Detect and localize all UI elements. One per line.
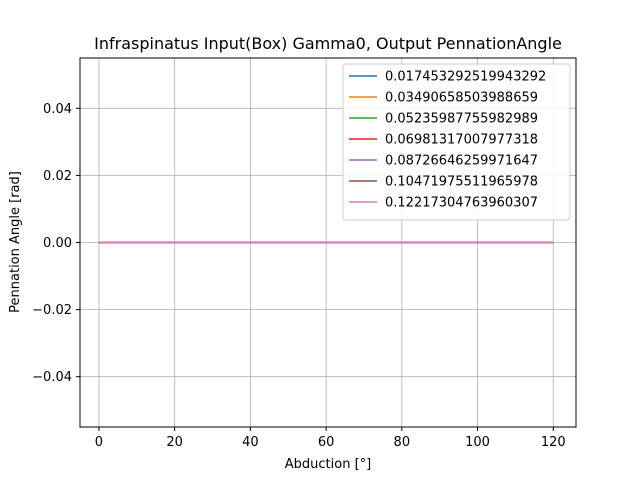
y-tick-label: 0.02	[43, 169, 72, 184]
legend-label: 0.017453292519943292	[385, 70, 546, 85]
x-tick-label: 40	[242, 435, 259, 450]
legend-label: 0.08726646259971647	[385, 154, 538, 169]
legend: 0.017453292519943292 0.03490658503988659 0…	[342, 63, 571, 221]
x-tick-label: 0	[95, 435, 103, 450]
x-tick-label: 20	[166, 435, 183, 450]
x-axis-label: Abduction [°]	[285, 457, 371, 472]
x-tick-label: 80	[394, 435, 411, 450]
y-tick-label: 0.04	[43, 102, 72, 117]
y-tick-label: −0.04	[32, 370, 72, 385]
x-tick-label: 60	[318, 435, 335, 450]
y-tick-label: 0.00	[43, 236, 72, 251]
x-tick-label: 120	[541, 435, 566, 450]
y-axis-label: Pennation Angle [rad]	[8, 171, 23, 313]
chart-title: Infraspinatus Input(Box) Gamma0, Output …	[94, 34, 562, 53]
legend-label: 0.10471975511965978	[385, 175, 538, 190]
legend-label: 0.12217304763960307	[385, 196, 538, 211]
ticks: 0 20 40 60 80 100 120 −0.04 −0.02 0.00 0.02 0.04	[32, 102, 566, 450]
legend-box	[342, 63, 571, 221]
x-tick-label: 100	[465, 435, 490, 450]
y-tick-label: −0.02	[32, 303, 72, 318]
legend-label: 0.05235987755982989	[385, 112, 538, 127]
legend-label: 0.03490658503988659	[385, 91, 538, 106]
legend-label: 0.06981317007977318	[385, 133, 538, 148]
